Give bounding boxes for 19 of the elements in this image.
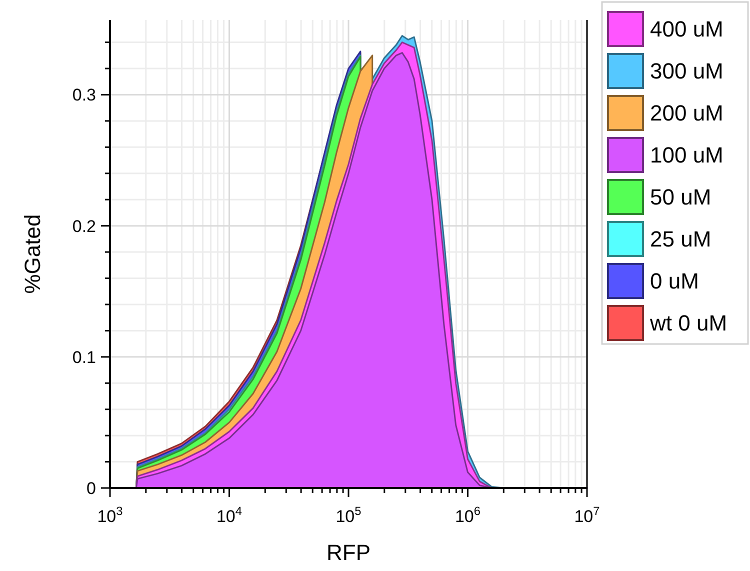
legend-label: 100 uM	[650, 142, 724, 168]
y-tick-label: 0	[86, 478, 96, 498]
x-tick-label: 10$^{3}$	[97, 504, 124, 526]
legend-label: 200 uM	[650, 100, 724, 126]
legend-label: wt 0 uM	[649, 310, 728, 336]
legend-label: 0 uM	[650, 268, 699, 294]
x-axis-title: RFP	[326, 540, 370, 565]
legend-label: 400 uM	[650, 16, 724, 42]
y-tick-label: 0.3	[72, 86, 96, 105]
x-tick-label: 10$^{5}$	[336, 504, 362, 526]
y-tick-label: 0.2	[72, 216, 96, 236]
y-axis-title: %Gated	[20, 214, 45, 294]
x-tick-label: 10$^{6}$	[454, 504, 481, 526]
legend-label: 25 uM	[650, 226, 712, 252]
legend-label: 50 uM	[650, 184, 712, 210]
x-tick-label: 10$^{4}$	[216, 504, 242, 526]
legend-label: 300 uM	[650, 58, 724, 84]
x-tick-label: 10$^{7}$	[574, 504, 600, 526]
y-tick-label: 0.1	[72, 348, 96, 367]
